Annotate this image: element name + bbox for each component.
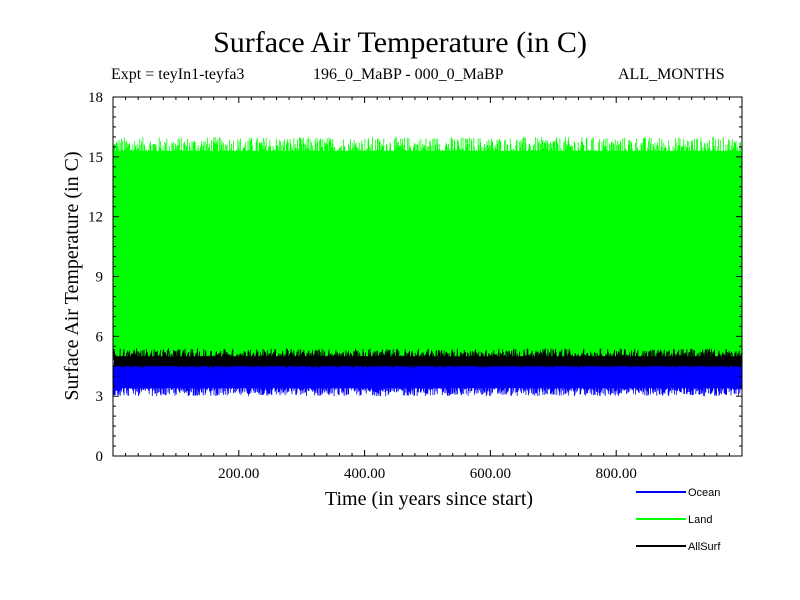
- x-tick-label: 800.00: [596, 466, 637, 482]
- x-axis-label: Time (in years since start): [325, 488, 533, 510]
- axes-layer: 0 3 6 9 12 15 18 200.00 400.00 600.00 800.00: [88, 90, 742, 482]
- y-tick-label: 3: [96, 389, 104, 405]
- series-allsurf: [112, 348, 743, 369]
- y-tick-label: 12: [88, 210, 103, 226]
- series-ocean: [112, 356, 743, 397]
- legend-label-ocean: Ocean: [688, 487, 720, 499]
- x-tick-label: 600.00: [470, 466, 511, 482]
- y-tick-label: 6: [96, 329, 104, 345]
- x-tick-label: 400.00: [344, 466, 385, 482]
- x-tick-label: 200.00: [218, 466, 259, 482]
- series-land: [112, 136, 743, 365]
- y-tick-label: 18: [88, 90, 103, 106]
- y-tick-label: 9: [96, 270, 104, 286]
- legend-label-allsurf: AllSurf: [688, 541, 721, 553]
- months-label: ALL_MONTHS: [618, 66, 725, 83]
- series-line-allsurf: [112, 348, 743, 369]
- experiment-label: Expt = teyIn1-teyfa3: [111, 66, 245, 83]
- series-line-ocean: [112, 356, 743, 397]
- y-axis-label: Surface Air Temperature (in C): [61, 151, 83, 400]
- series-line-land: [112, 136, 743, 365]
- chart-title: Surface Air Temperature (in C): [213, 26, 587, 59]
- y-tick-label: 15: [88, 150, 103, 166]
- legend-label-land: Land: [688, 514, 712, 526]
- y-tick-label: 0: [96, 449, 104, 465]
- period-label: 196_0_MaBP - 000_0_MaBP: [313, 66, 504, 83]
- legend: Ocean Land AllSurf: [636, 487, 721, 553]
- series-layer: [112, 136, 743, 397]
